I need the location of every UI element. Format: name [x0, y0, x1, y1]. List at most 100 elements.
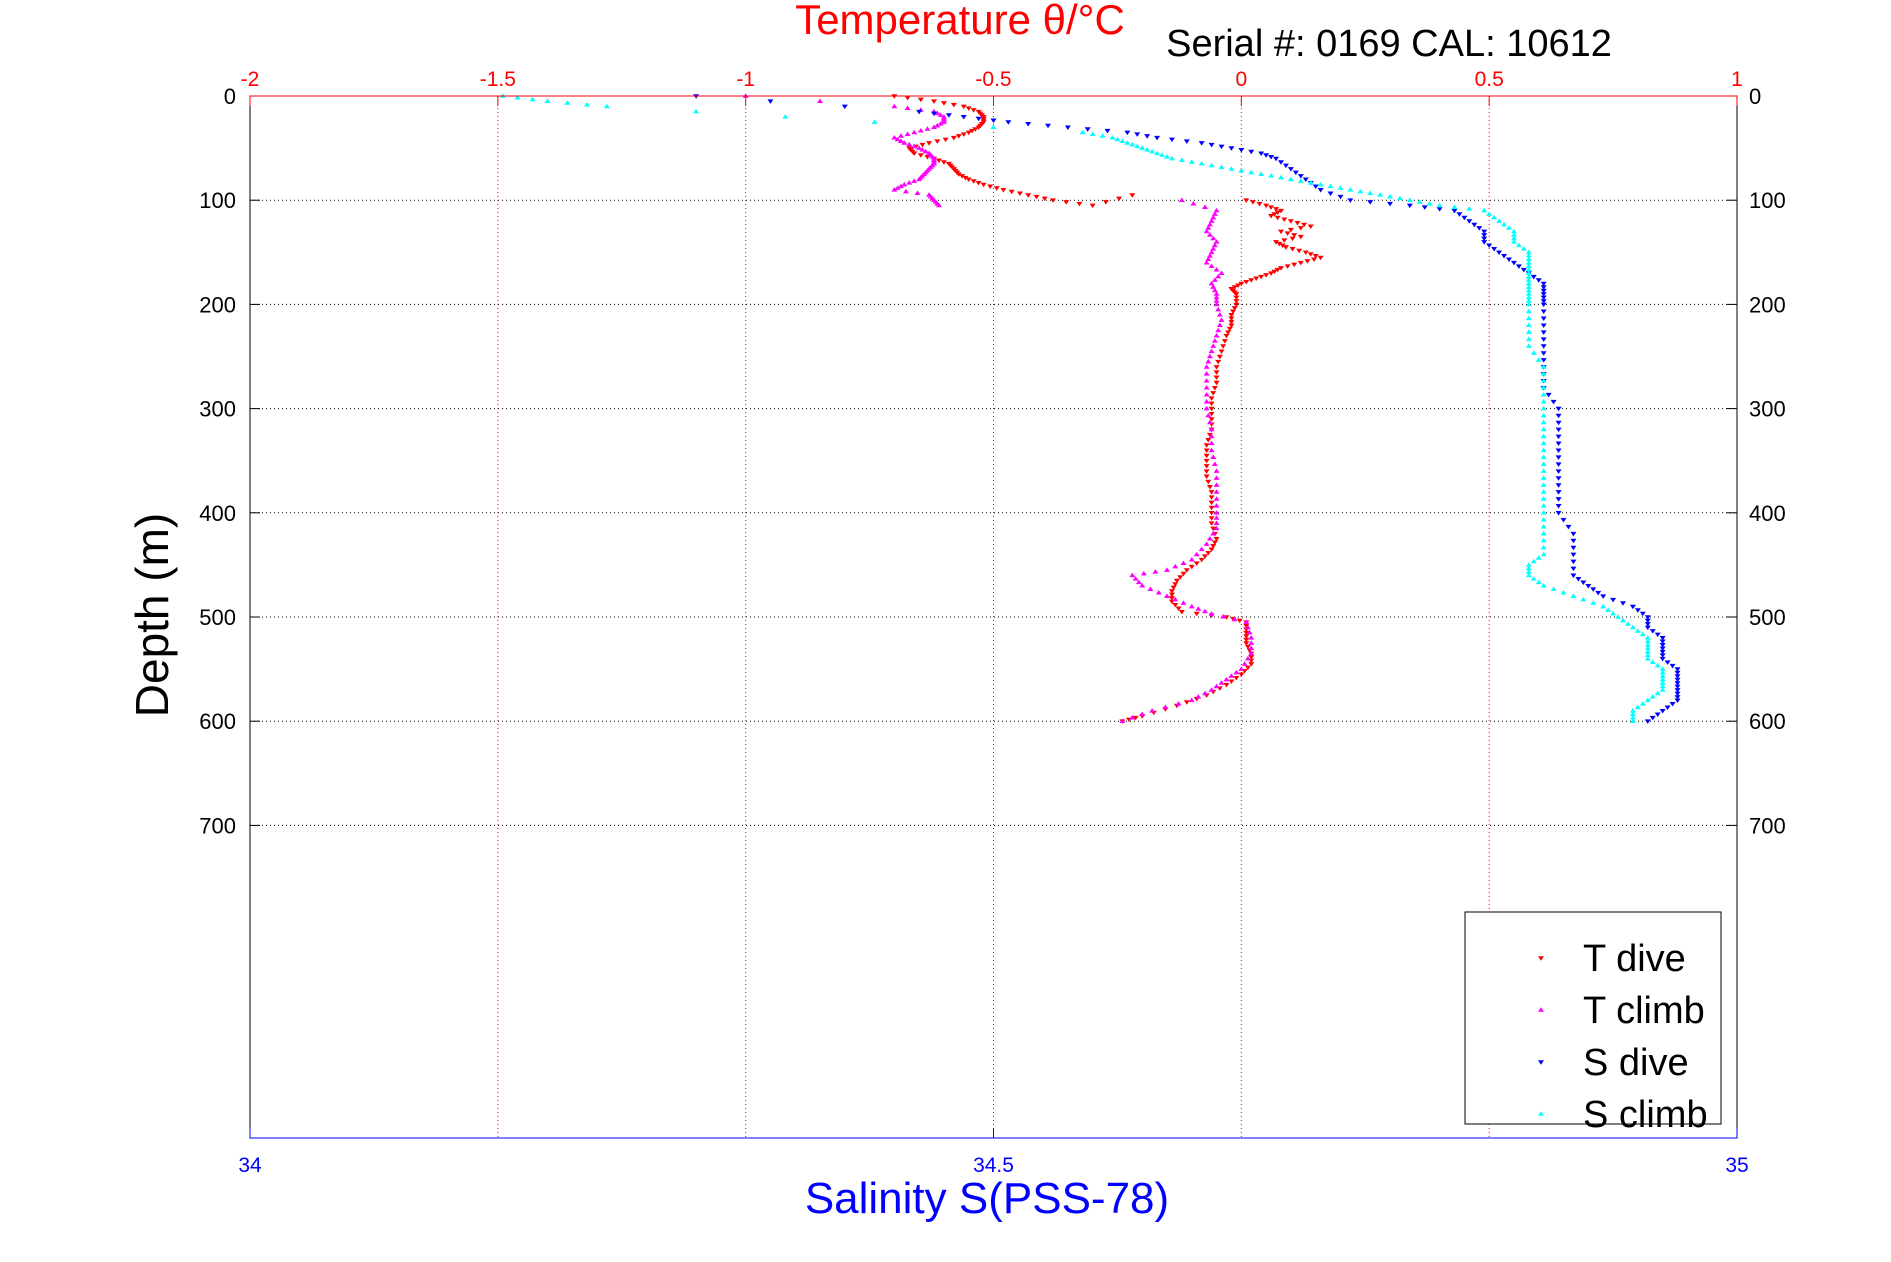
data-point: [1471, 222, 1478, 228]
data-point: [1570, 538, 1577, 544]
data-point: [1005, 120, 1012, 125]
data-point: [1297, 234, 1304, 240]
data-point: [1208, 218, 1215, 223]
data-point: [1292, 170, 1299, 176]
data-point: [1525, 249, 1532, 255]
data-point: [1347, 187, 1354, 192]
data-point: [1297, 178, 1304, 183]
data-point: [1208, 401, 1215, 407]
data-point: [1201, 690, 1208, 696]
data-point: [1201, 554, 1208, 559]
data-point: [1213, 520, 1220, 526]
depth-tick-label: 300: [199, 397, 236, 422]
data-point: [1253, 276, 1260, 282]
data-point: [1436, 207, 1443, 212]
depth-tick-label: 600: [1749, 709, 1786, 734]
data-point: [990, 118, 997, 124]
data-point: [931, 124, 938, 130]
data-point: [1213, 301, 1220, 307]
data-point: [940, 101, 947, 106]
data-point: [1501, 221, 1508, 227]
data-point: [1228, 146, 1235, 151]
data-point: [1216, 322, 1223, 328]
data-point: [911, 151, 918, 157]
data-point: [1218, 144, 1225, 150]
data-point: [1205, 550, 1212, 556]
data-point: [584, 101, 591, 107]
data-point: [1273, 207, 1280, 212]
data-point: [1525, 291, 1532, 296]
data-point: [1208, 521, 1215, 526]
chart-title: Temperature θ/°C: [795, 0, 1125, 43]
data-point: [1644, 697, 1651, 703]
data-point: [1327, 183, 1334, 189]
data-point: [1525, 263, 1532, 268]
data-point: [1674, 667, 1681, 672]
data-point: [1218, 164, 1225, 170]
data-point: [1213, 468, 1220, 473]
data-point: [1674, 698, 1681, 704]
data-point: [1281, 238, 1288, 243]
data-point: [1235, 283, 1242, 288]
data-point: [1515, 242, 1522, 248]
data-point: [1210, 530, 1217, 536]
data-point: [1461, 215, 1468, 221]
data-point: [1221, 339, 1228, 344]
data-point: [1244, 624, 1251, 630]
data-point: [1540, 537, 1547, 543]
data-point: [1302, 250, 1309, 255]
data-point: [1079, 129, 1086, 135]
data-point: [1215, 273, 1222, 279]
data-point: [1188, 159, 1195, 164]
data-point: [914, 190, 921, 196]
data-point: [1139, 583, 1146, 588]
data-point: [1639, 631, 1646, 637]
data-point: [1210, 454, 1217, 460]
data-point: [1206, 484, 1213, 490]
data-point: [1248, 655, 1255, 660]
data-point: [1206, 253, 1213, 258]
data-point: [1570, 552, 1577, 558]
data-point: [1297, 260, 1304, 266]
data-point: [1540, 285, 1547, 290]
data-point: [1560, 517, 1567, 523]
data-point: [1213, 294, 1220, 300]
data-point: [1287, 176, 1294, 182]
data-point: [1198, 546, 1205, 552]
data-point: [1223, 615, 1230, 620]
data-point: [1205, 479, 1212, 485]
data-point: [841, 104, 848, 110]
data-point: [1337, 194, 1344, 200]
data-point: [1102, 200, 1109, 205]
data-point: [1525, 572, 1532, 578]
data-point: [906, 180, 913, 185]
data-point: [1600, 594, 1607, 599]
data-point: [1555, 483, 1562, 488]
data-point: [1109, 134, 1116, 140]
data-point: [1208, 348, 1215, 354]
data-point: [1525, 280, 1532, 286]
depth-tick-label: 300: [1749, 397, 1786, 422]
data-point: [1244, 644, 1251, 650]
data-point: [931, 99, 938, 104]
temperature-tick-label: 0: [1235, 68, 1247, 91]
data-point: [1525, 273, 1532, 279]
data-point: [919, 147, 926, 152]
data-point: [993, 186, 1000, 191]
data-point: [1168, 137, 1175, 143]
data-point: [942, 137, 949, 143]
data-point: [1347, 198, 1354, 203]
data-point: [1555, 441, 1562, 447]
data-point: [1540, 323, 1547, 328]
data-point: [950, 135, 957, 141]
data-point: [1525, 301, 1532, 307]
data-point: [1208, 495, 1215, 500]
data-point: [1520, 246, 1527, 251]
data-point: [891, 187, 898, 192]
data-point: [1233, 295, 1240, 301]
data-point: [1570, 593, 1577, 598]
data-point: [1231, 306, 1238, 311]
data-point: [1294, 220, 1301, 226]
data-point: [970, 108, 977, 113]
data-point: [1659, 636, 1666, 641]
